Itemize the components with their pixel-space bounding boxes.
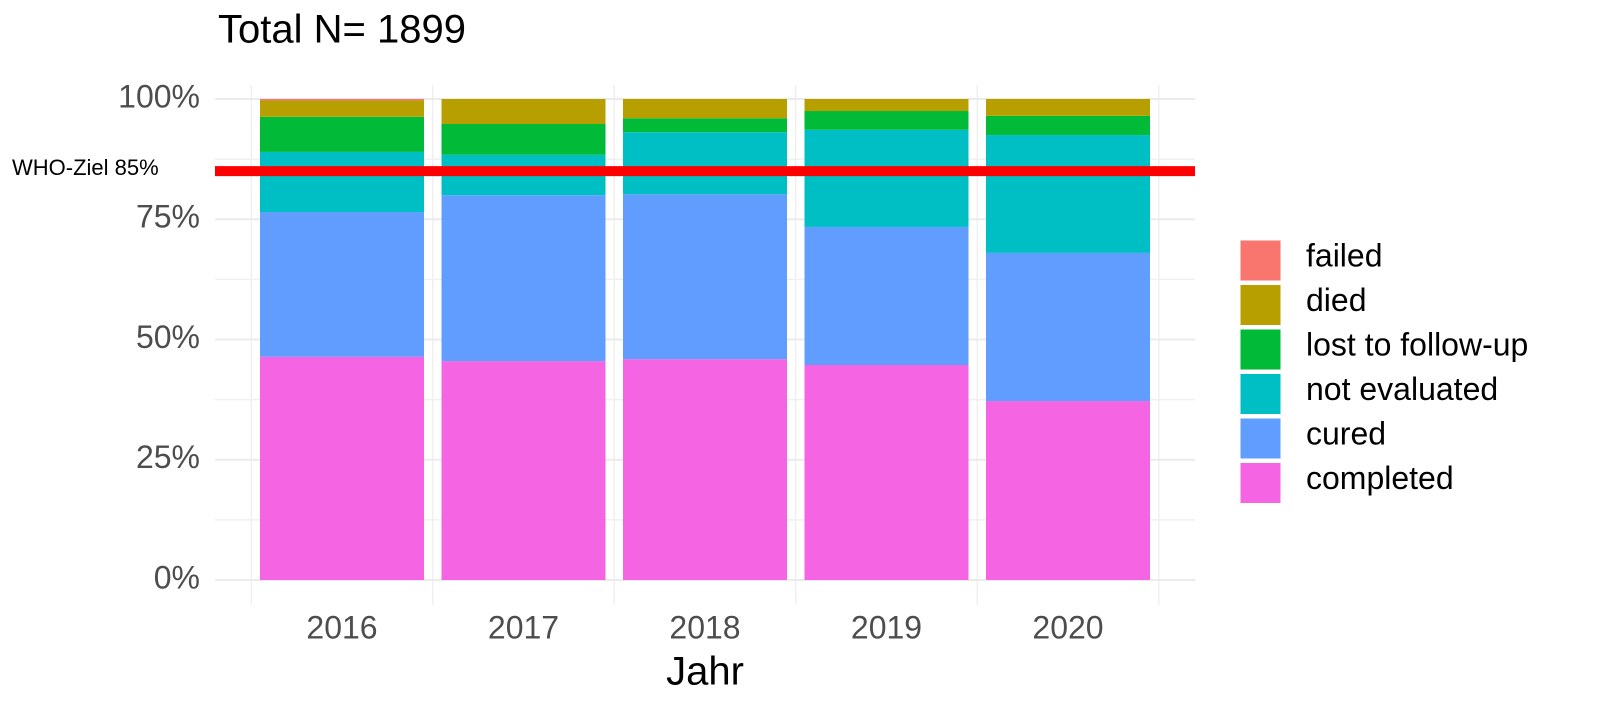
bar-segment: [986, 135, 1150, 253]
bar-segment: [804, 364, 969, 580]
bar-segment: [260, 151, 424, 213]
x-tick-label: 2017: [488, 609, 559, 645]
bar-segment: [986, 401, 1150, 580]
legend-label: failed: [1306, 237, 1383, 273]
bar-segment: [986, 99, 1150, 116]
legend-label: not evaluated: [1306, 371, 1498, 407]
reference-label: WHO-Ziel 85%: [12, 155, 159, 180]
y-tick-label: 50%: [136, 319, 200, 355]
bar-segment: [441, 195, 606, 362]
bar-segment: [986, 252, 1150, 402]
x-tick-label: 2020: [1032, 609, 1103, 645]
x-tick-label: 2018: [669, 609, 740, 645]
bar-segment: [623, 194, 787, 360]
bar-segment: [441, 124, 606, 155]
legend-key: [1239, 417, 1282, 460]
legend-label: completed: [1306, 460, 1454, 496]
y-tick-label: 75%: [136, 199, 200, 235]
bar-segment: [623, 132, 787, 195]
bar-segment: [623, 359, 787, 580]
legend-key: [1239, 239, 1282, 282]
legend-key: [1239, 284, 1282, 326]
x-axis-label: Jahr: [666, 650, 744, 694]
bar-segment: [260, 99, 424, 101]
bar-segment: [804, 99, 969, 112]
bar-segment: [986, 115, 1150, 136]
x-tick-label: 2019: [851, 609, 922, 645]
legend-key: [1239, 462, 1282, 504]
legend-label: cured: [1306, 415, 1386, 451]
legend-key: [1239, 328, 1282, 371]
legend-label: lost to follow-up: [1306, 326, 1528, 362]
chart-title: Total N= 1899: [218, 8, 466, 52]
bar-segment: [260, 212, 424, 357]
bar-segment: [441, 99, 606, 125]
bar-segment: [804, 111, 969, 130]
bar-segment: [623, 118, 787, 133]
bar-segment: [804, 226, 969, 365]
x-tick-label: 2016: [306, 609, 377, 645]
y-tick-label: 25%: [136, 439, 200, 475]
bar-segment: [441, 361, 606, 580]
bar-segment: [260, 100, 424, 117]
y-tick-label: 0%: [154, 559, 200, 595]
legend-key: [1239, 373, 1282, 415]
bar-segment: [260, 116, 424, 152]
bar-segment: [623, 99, 787, 119]
bar-segment: [260, 356, 424, 580]
y-tick-label: 100%: [118, 78, 200, 114]
bar-segment: [804, 129, 969, 227]
legend-label: died: [1306, 282, 1367, 318]
